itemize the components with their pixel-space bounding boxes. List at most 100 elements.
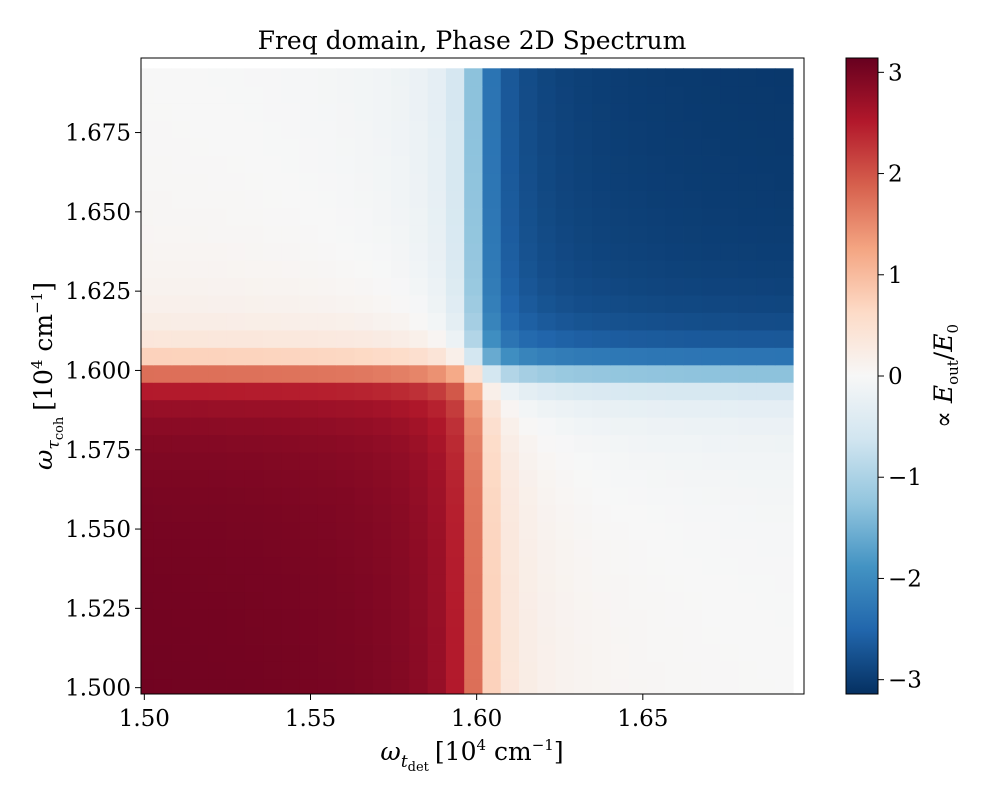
heatmap-cell (628, 644, 648, 662)
heatmap-cell (628, 382, 648, 401)
heatmap-cell (299, 207, 319, 226)
heatmap-cell (482, 207, 502, 226)
heatmap-cell (701, 225, 721, 244)
heatmap-cell (628, 172, 648, 191)
heatmap-cell (141, 330, 154, 348)
heatmap-cell (555, 556, 575, 575)
heatmap-cell (701, 452, 721, 470)
heatmap-cell (665, 556, 684, 575)
heatmap-cell (190, 103, 209, 122)
heatmap-cell (445, 312, 465, 331)
heatmap-cell (409, 574, 429, 593)
heatmap-cell (391, 103, 410, 122)
heatmap-cell (336, 469, 355, 488)
heatmap-cell (555, 678, 575, 695)
heatmap-cell (720, 452, 739, 470)
heatmap-cell (336, 452, 355, 470)
heatmap-cell (628, 138, 648, 156)
heatmap-cell (208, 138, 227, 156)
heatmap-cell (500, 399, 520, 418)
heatmap-cell (445, 539, 465, 558)
heatmap-cell (208, 155, 227, 174)
heatmap-cell (336, 382, 355, 401)
heatmap-cell (756, 225, 776, 244)
heatmap-cell (683, 103, 703, 122)
heatmap-cell (427, 120, 447, 139)
heatmap-cell (317, 591, 337, 610)
heatmap-cell (317, 661, 337, 680)
heatmap-cell (774, 469, 794, 488)
heatmap-cell (299, 661, 319, 680)
heatmap-cell (409, 68, 429, 87)
heatmap-cell (153, 138, 173, 156)
heatmap-cell (573, 190, 593, 209)
heatmap-cell (555, 68, 575, 87)
heatmap-cell (299, 574, 319, 593)
heatmap-cell (665, 207, 684, 226)
heatmap-cell (720, 591, 739, 610)
heatmap-cell (171, 190, 191, 209)
heatmap-cell (445, 469, 465, 488)
heatmap-cell (208, 68, 227, 87)
heatmap-cell (683, 504, 703, 523)
heatmap-cell (317, 644, 337, 662)
heatmap-cell (500, 556, 520, 575)
heatmap-cell (573, 225, 593, 244)
heatmap-cell (354, 661, 374, 680)
heatmap-cell (720, 539, 739, 558)
heatmap-cell (354, 85, 374, 104)
heatmap-cell (482, 172, 502, 191)
heatmap-cell (500, 609, 520, 627)
heatmap-cell (482, 609, 502, 627)
heatmap-cell (171, 277, 191, 296)
heatmap-cell (141, 521, 154, 540)
heatmap-cell (665, 138, 684, 156)
heatmap-cell (171, 382, 191, 401)
x-tick-label: 1.60 (451, 706, 502, 732)
heatmap-cell (226, 678, 246, 695)
heatmap-cell (482, 644, 502, 662)
heatmap-cell (354, 521, 374, 540)
heatmap-cell (226, 138, 246, 156)
heatmap-cell (153, 469, 173, 488)
heatmap-cell (427, 556, 447, 575)
heatmap-cell (537, 609, 556, 627)
heatmap-cell (701, 504, 721, 523)
heatmap-cell (555, 120, 575, 139)
heatmap-cell (190, 469, 209, 488)
heatmap-cell (354, 364, 374, 383)
y-tick-label: 1.525 (65, 596, 131, 622)
heatmap-cell (226, 207, 246, 226)
heatmap-cell (153, 85, 173, 104)
heatmap-cell (372, 469, 392, 488)
heatmap-cell (445, 521, 465, 540)
heatmap-cell (665, 661, 684, 680)
heatmap-cell (190, 312, 209, 331)
heatmap-cell (500, 225, 520, 244)
heatmap-cell (226, 103, 246, 122)
heatmap-cell (190, 138, 209, 156)
heatmap-cell (354, 417, 374, 436)
heatmap-cell (592, 382, 611, 401)
heatmap-cell (299, 609, 319, 627)
heatmap-cell (683, 85, 703, 104)
heatmap-cell (774, 260, 794, 279)
heatmap-cell (500, 469, 520, 488)
heatmap-cell (519, 347, 538, 366)
heatmap-cell (171, 417, 191, 436)
heatmap-cell (573, 138, 593, 156)
heatmap-cell (500, 434, 520, 453)
heatmap-cell (537, 661, 556, 680)
heatmap-cell (445, 487, 465, 505)
heatmap-cell (628, 574, 648, 593)
heatmap-cell (665, 504, 684, 523)
heatmap-cell (756, 521, 776, 540)
heatmap-cell (141, 295, 154, 313)
heatmap-cell (141, 609, 154, 627)
heatmap-cell (263, 120, 282, 139)
heatmap-cell (646, 399, 666, 418)
heatmap-cell (299, 155, 319, 174)
heatmap-cell (409, 487, 429, 505)
heatmap-cell (720, 103, 739, 122)
heatmap-cell (263, 225, 282, 244)
